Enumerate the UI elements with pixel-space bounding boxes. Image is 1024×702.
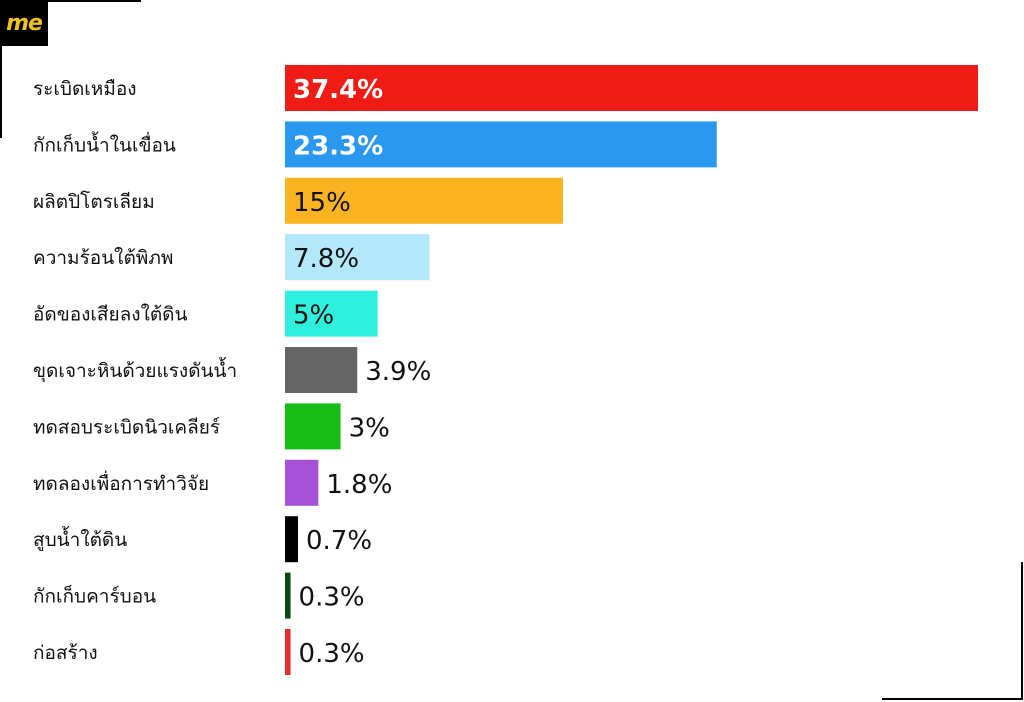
value-label: 23.3% (293, 131, 383, 161)
value-label: 5% (293, 301, 334, 331)
category-label: ระเบิดเหมือง (33, 78, 137, 100)
frame-top-line (48, 0, 141, 2)
bar (285, 403, 341, 450)
bar (285, 65, 978, 111)
bar (285, 234, 430, 281)
frame-right-line (1021, 562, 1023, 700)
value-label: 0.7% (306, 526, 372, 556)
logo: me (0, 0, 48, 46)
category-label: กักเก็บน้ำในเขื่อน (33, 131, 176, 156)
category-label: ทดสอบระเบิดนิวเคลียร์ (33, 416, 220, 438)
bar (285, 121, 717, 168)
value-label: 37.4% (293, 75, 383, 105)
category-label: ก่อสร้าง (33, 642, 98, 664)
bar (285, 572, 291, 619)
value-label: 3% (349, 413, 390, 443)
category-label: ทดลองเพื่อการทำวิจัย (33, 470, 209, 495)
logo-text: me (6, 10, 43, 36)
value-label: 1.8% (326, 470, 392, 500)
bar (285, 459, 319, 506)
value-label: 0.3% (299, 639, 365, 669)
frame-left-line (0, 46, 2, 138)
category-label: สูบน้ำใต้ดิน (33, 526, 127, 551)
bar (285, 177, 563, 224)
bar (285, 629, 291, 675)
value-label: 7.8% (293, 244, 359, 274)
category-label: ความร้อนใต้พิภพ (33, 247, 173, 269)
value-label: 15% (293, 188, 351, 218)
category-label: กักเก็บคาร์บอน (33, 584, 156, 608)
bar (285, 347, 358, 393)
frame-bottom-line (882, 698, 1023, 700)
value-label: 3.9% (365, 357, 431, 387)
category-label: ผลิตปิโตรเลียม (33, 190, 155, 213)
bar (285, 290, 378, 337)
bar (285, 516, 298, 563)
value-label: 0.3% (299, 583, 365, 613)
category-label: ขุดเจาะหินด้วยแรงดันน้ำ (33, 357, 237, 383)
category-label: อัดของเสียลงใต้ดิน (33, 304, 188, 326)
